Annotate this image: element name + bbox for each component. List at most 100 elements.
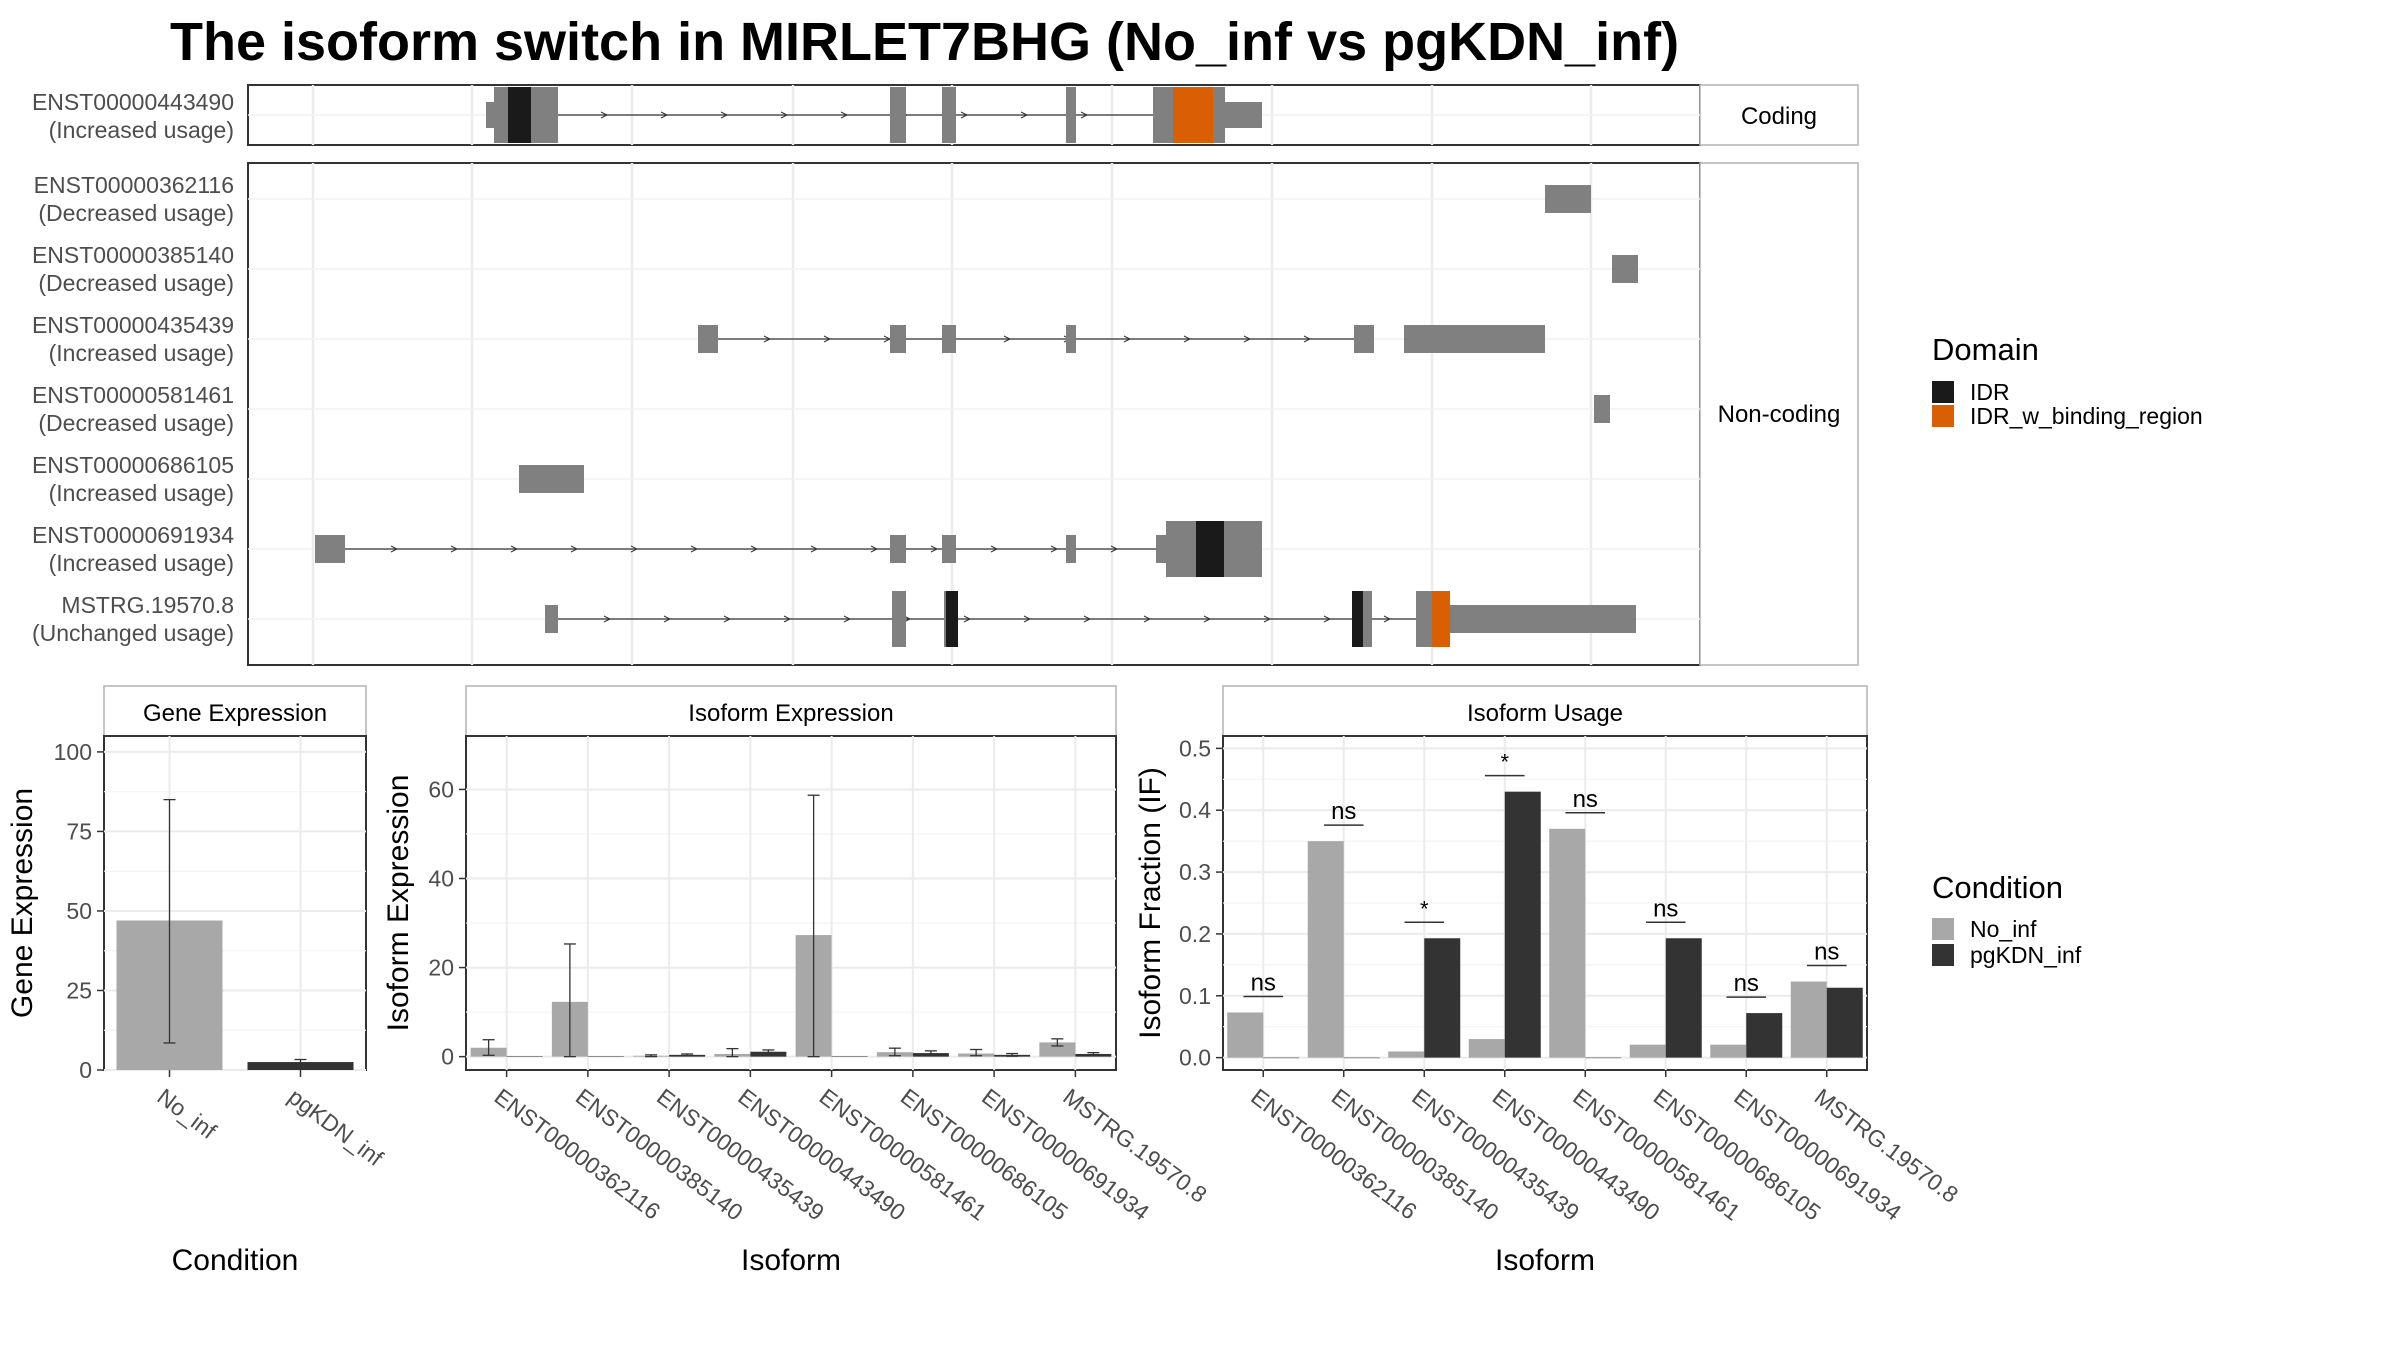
significance-label: ns <box>1331 798 1356 825</box>
plot-title: The isoform switch in MIRLET7BHG (No_inf… <box>170 12 1679 72</box>
significance-label: ns <box>1814 939 1839 966</box>
y-tick-label: 0.3 <box>1179 859 1211 885</box>
exon <box>1404 325 1545 353</box>
strand-arrow <box>1080 111 1089 119</box>
transcript-id-label: ENST00000435439 <box>32 312 234 338</box>
y-axis-title: Gene Expression <box>6 788 39 1018</box>
bar <box>1424 938 1461 1058</box>
bar <box>1343 1057 1380 1059</box>
exon <box>315 535 345 563</box>
strand-arrow <box>1303 335 1312 343</box>
exon <box>1594 395 1610 423</box>
idr-domain <box>946 591 958 647</box>
strand-arrow <box>1143 615 1152 623</box>
strand-arrow <box>1083 615 1092 623</box>
noncoding-panel-border <box>247 162 1701 666</box>
strand-arrow <box>450 545 459 553</box>
y-tick-label: 0.1 <box>1179 983 1211 1009</box>
strand-arrow <box>723 615 732 623</box>
exon <box>890 535 906 563</box>
panel-strip-label: Isoform Expression <box>688 700 893 727</box>
transcript-id-label: ENST00000385140 <box>32 242 234 268</box>
bar <box>1629 1044 1666 1058</box>
legend-label-idr-binding: IDR_w_binding_region <box>1970 403 2203 429</box>
structure-panel-coding: Coding <box>247 84 1859 146</box>
strand-arrow <box>990 545 999 553</box>
bar <box>247 1062 354 1070</box>
strand-arrow <box>510 545 519 553</box>
bar <box>750 1051 787 1057</box>
exon <box>892 591 906 647</box>
bar <box>1790 981 1827 1058</box>
transcript-id-label: MSTRG.19570.8 <box>61 592 234 618</box>
strand-arrow <box>963 615 972 623</box>
coding-strip-label: Coding <box>1741 103 1817 130</box>
strand-arrow <box>1383 615 1392 623</box>
significance-label: ns <box>1734 970 1759 997</box>
legend-label-idr: IDR <box>1970 379 2010 405</box>
idr-domain <box>508 87 531 143</box>
strand-arrow <box>570 545 579 553</box>
bar <box>1468 1039 1505 1058</box>
y-axis-title: Isoform Fraction (IF) <box>1134 767 1167 1039</box>
strand-arrow <box>1023 615 1032 623</box>
bar <box>1227 1012 1264 1058</box>
exon <box>486 102 494 128</box>
noncoding-strip <box>1699 162 1859 666</box>
bar <box>831 1056 868 1057</box>
strand-arrow <box>810 545 819 553</box>
bar <box>1665 938 1702 1058</box>
y-tick-label: 50 <box>66 898 92 924</box>
legend-label-pgkdn-inf: pgKDN_inf <box>1970 942 2082 968</box>
transcript-id-label: ENST00000686105 <box>32 452 234 478</box>
transcript-status-label: (Decreased usage) <box>38 410 234 436</box>
strand-arrow <box>600 111 609 119</box>
condition-legend-title: Condition <box>1932 870 2063 905</box>
domain-legend: Domain IDR IDR_w_binding_region <box>1932 332 2203 429</box>
exon <box>1066 535 1076 563</box>
bar <box>587 1056 624 1057</box>
y-axis-title: Isoform Expression <box>382 775 415 1032</box>
panel-strip <box>103 685 367 737</box>
structure-panel-noncoding: Non-coding <box>247 162 1859 666</box>
exon <box>942 535 956 563</box>
transcript-status-label: (Increased usage) <box>49 117 234 143</box>
strand-arrow <box>1020 111 1029 119</box>
gene-expression-panel: Gene Expression 0 25 50 75 100 No_inf pgKDN_in… <box>6 685 388 1277</box>
exon <box>545 605 558 633</box>
idr-domain <box>1196 521 1224 577</box>
isoform-usage-panel: Isoform Usage 0.0 0.1 0.2 0.3 0.4 0.5 ns ns * * ns… <box>1134 685 1963 1277</box>
strand-arrow <box>960 111 969 119</box>
strand-arrow <box>1203 615 1212 623</box>
exon <box>890 87 906 143</box>
bar <box>1263 1057 1300 1059</box>
y-tick-label: 0.0 <box>1179 1045 1211 1071</box>
strand-arrow <box>1183 335 1192 343</box>
idr-binding-domain <box>1432 591 1450 647</box>
strand-arrow <box>840 111 849 119</box>
y-tick-label: 0.4 <box>1179 797 1211 823</box>
exon <box>1066 87 1076 143</box>
x-axis-title: Condition <box>172 1244 299 1277</box>
y-tick-label: 75 <box>66 818 92 844</box>
bar <box>1504 791 1541 1058</box>
bar <box>1549 828 1586 1058</box>
y-tick-label: 0.5 <box>1179 735 1211 761</box>
strand-arrow <box>783 615 792 623</box>
transcript-status-label: (Decreased usage) <box>38 200 234 226</box>
significance-label: ns <box>1573 786 1598 813</box>
x-tick-label: MSTRG.19570.8 <box>1058 1083 1211 1208</box>
panel-strip <box>465 685 1117 737</box>
significance-label: ns <box>1251 969 1276 996</box>
transcript-status-label: (Decreased usage) <box>38 270 234 296</box>
significance-label: * <box>1500 750 1509 775</box>
bar <box>1585 1057 1622 1059</box>
legend-key-idr <box>1932 381 1954 403</box>
exon <box>890 325 906 353</box>
exon <box>942 325 956 353</box>
strand-arrow <box>663 615 672 623</box>
exon <box>1450 605 1636 633</box>
condition-legend: Condition No_inf pgKDN_inf <box>1932 870 2082 968</box>
transcript-id-label: ENST00000581461 <box>32 382 234 408</box>
y-tick-label: 25 <box>66 977 92 1003</box>
